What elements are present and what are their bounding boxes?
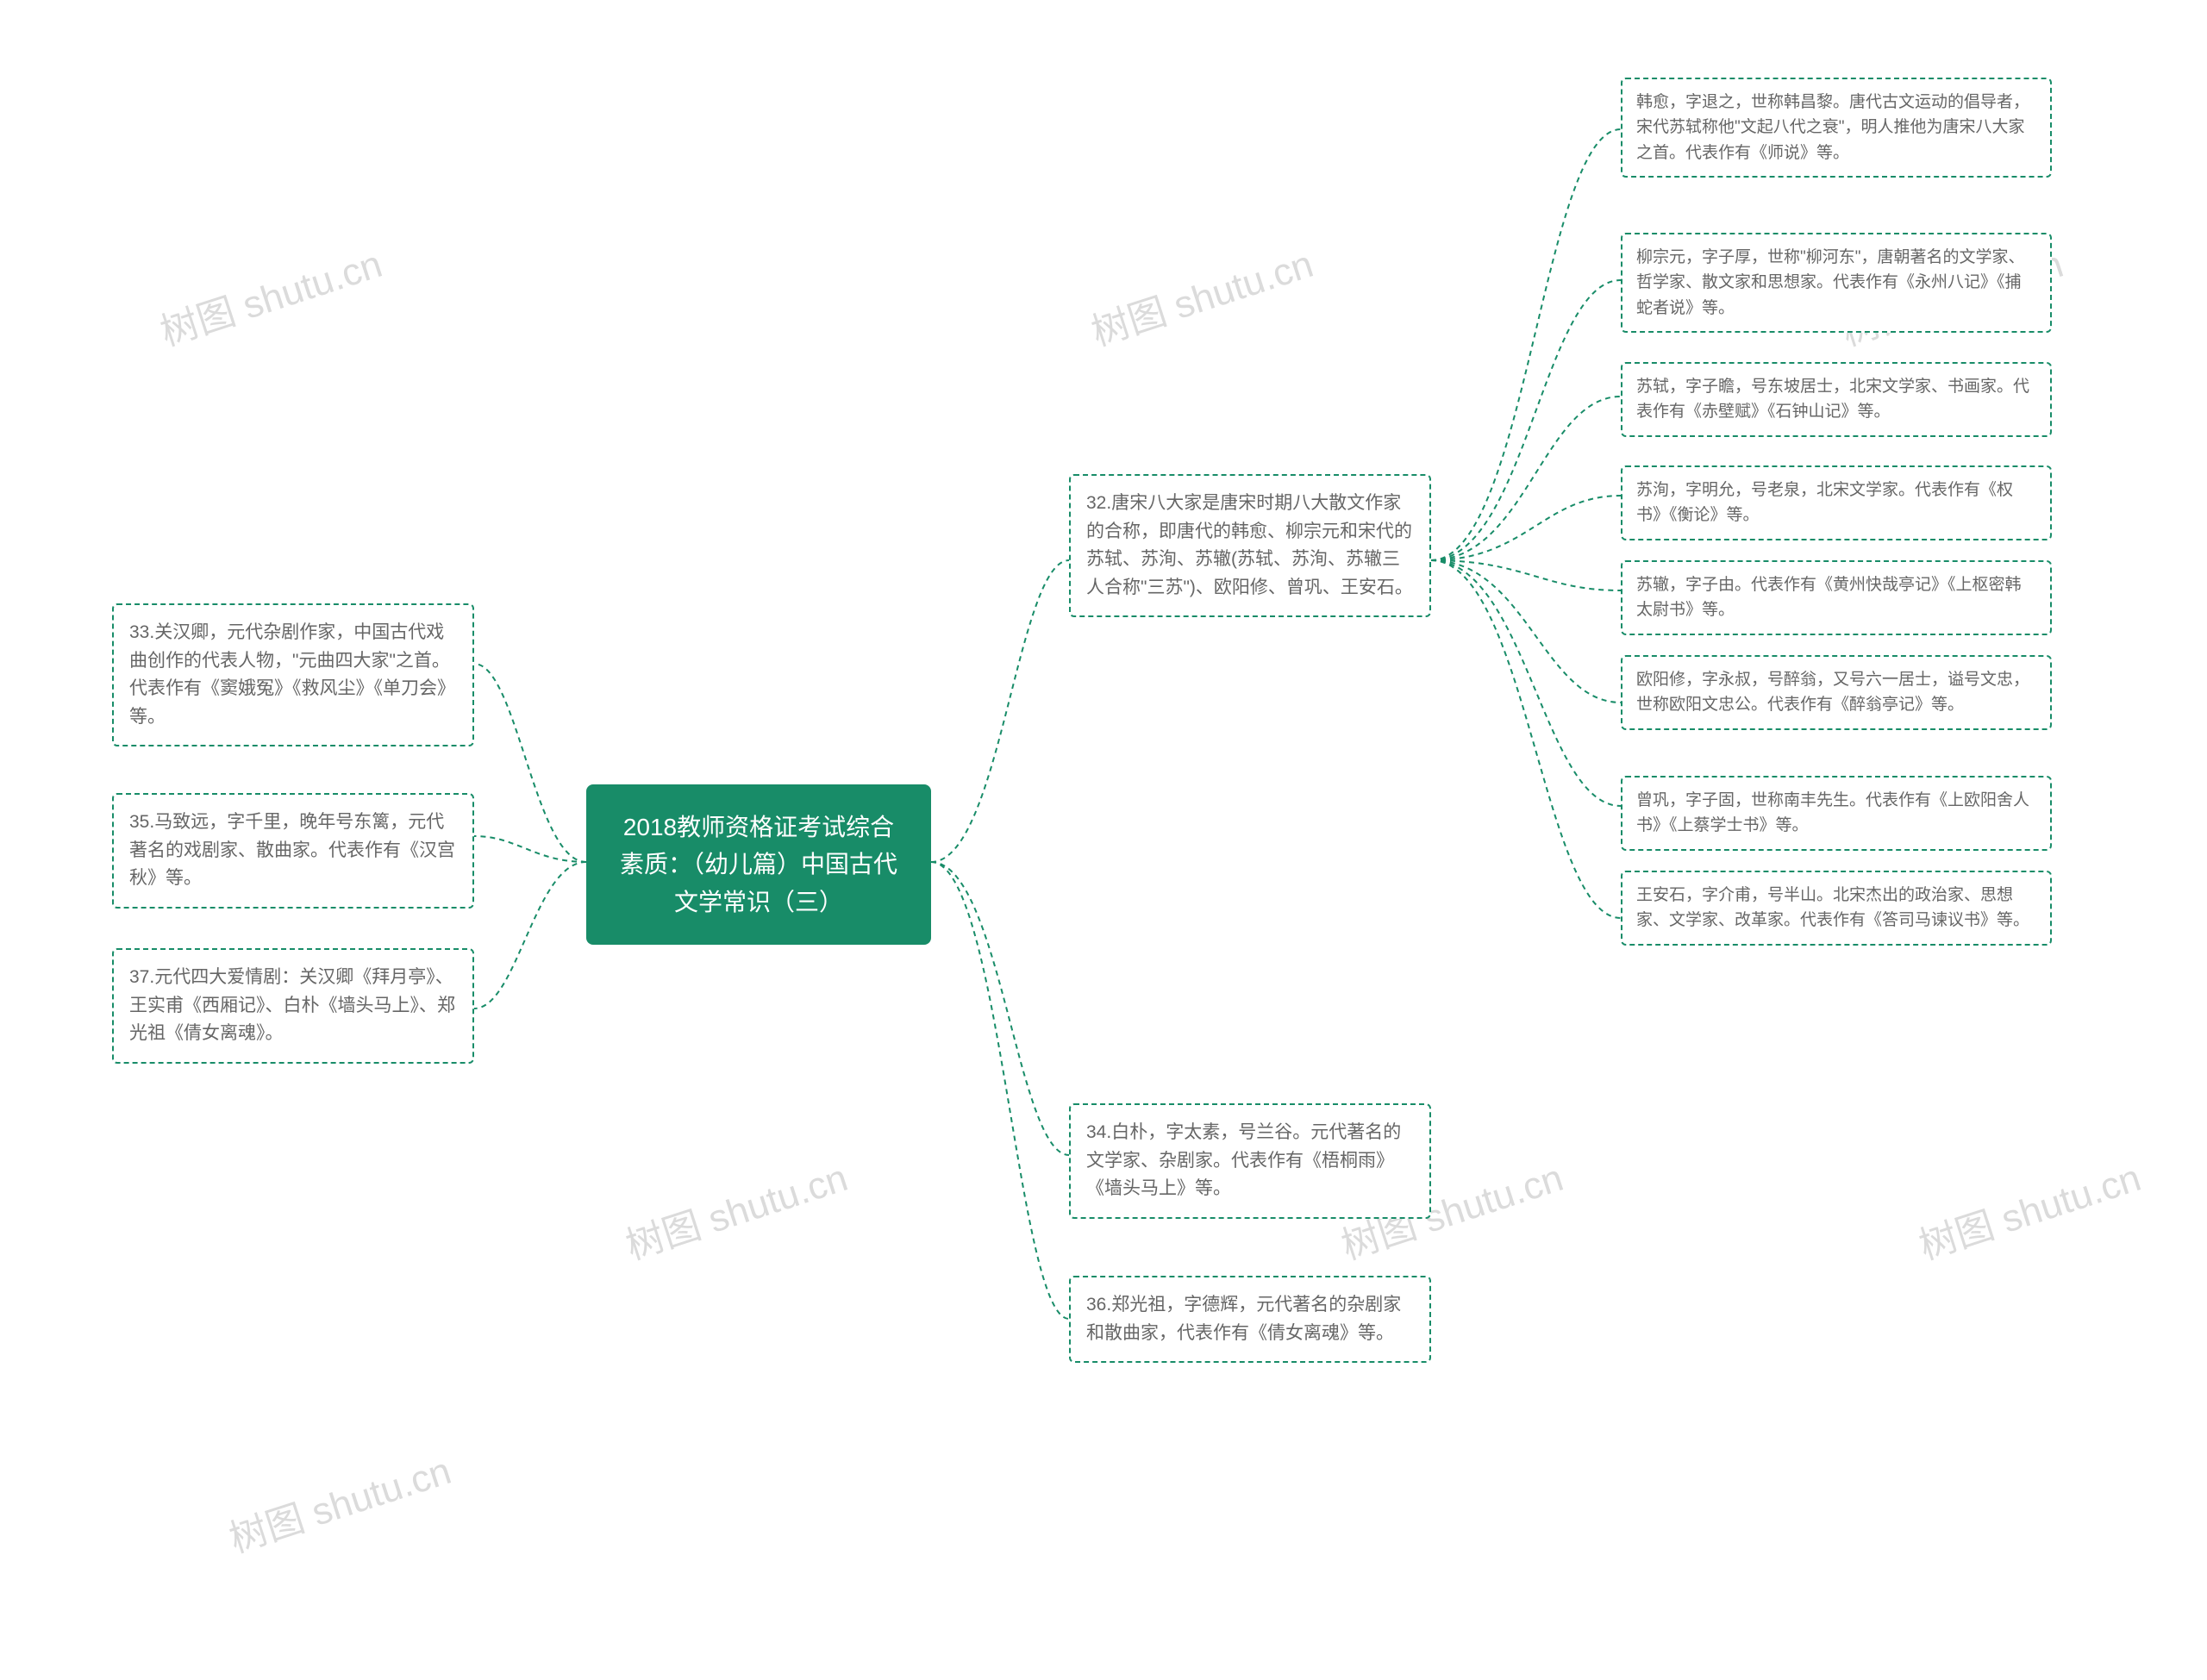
node-text: 柳宗元，字子厚，世称"柳河东"，唐朝著名的文学家、哲学家、散文家和思想家。代表作… xyxy=(1636,248,2025,317)
watermark: 树图 shutu.cn xyxy=(153,233,388,356)
watermark: 树图 shutu.cn xyxy=(1911,1146,2147,1270)
node-text: 32.唐宋八大家是唐宋时期八大散文作家的合称，即唐代的韩愈、柳宗元和宋代的苏轼、… xyxy=(1086,493,1413,597)
node-36[interactable]: 36.郑光祖，字德辉，元代著名的杂剧家和散曲家，代表作有《倩女离魂》等。 xyxy=(1069,1276,1431,1363)
node-32-child-hanyu[interactable]: 韩愈，字退之，世称韩昌黎。唐代古文运动的倡导者，宋代苏轼称他"文起八代之衰"，明… xyxy=(1621,78,2052,178)
node-32-child-liuzongyuan[interactable]: 柳宗元，字子厚，世称"柳河东"，唐朝著名的文学家、哲学家、散文家和思想家。代表作… xyxy=(1621,233,2052,333)
node-text: 35.马致远，字千里，晚年号东篱，元代著名的戏剧家、散曲家。代表作有《汉宫秋》等… xyxy=(129,812,455,888)
node-32-child-sushi[interactable]: 苏轼，字子瞻，号东坡居士，北宋文学家、书画家。代表作有《赤壁赋》《石钟山记》等。 xyxy=(1621,362,2052,437)
root-node[interactable]: 2018教师资格证考试综合素质：（幼儿篇）中国古代文学常识（三） xyxy=(586,784,931,945)
node-34[interactable]: 34.白朴，字太素，号兰谷。元代著名的文学家、杂剧家。代表作有《梧桐雨》《墙头马… xyxy=(1069,1103,1431,1219)
node-32-child-zenggong[interactable]: 曾巩，字子固，世称南丰先生。代表作有《上欧阳舍人书》《上蔡学士书》等。 xyxy=(1621,776,2052,851)
node-35[interactable]: 35.马致远，字千里，晚年号东篱，元代著名的戏剧家、散曲家。代表作有《汉宫秋》等… xyxy=(112,793,474,909)
node-33[interactable]: 33.关汉卿，元代杂剧作家，中国古代戏曲创作的代表人物，"元曲四大家"之首。代表… xyxy=(112,603,474,746)
node-32-child-suxun[interactable]: 苏洵，字明允，号老泉，北宋文学家。代表作有《权书》《衡论》等。 xyxy=(1621,465,2052,540)
node-37[interactable]: 37.元代四大爱情剧：关汉卿《拜月亭》、王实甫《西厢记》、白朴《墙头马上》、郑光… xyxy=(112,948,474,1064)
watermark: 树图 shutu.cn xyxy=(618,1146,853,1270)
node-text: 34.白朴，字太素，号兰谷。元代著名的文学家、杂剧家。代表作有《梧桐雨》《墙头马… xyxy=(1086,1122,1401,1198)
node-text: 王安石，字介甫，号半山。北宋杰出的政治家、思想家、文学家、改革家。代表作有《答司… xyxy=(1636,886,2029,929)
node-text: 36.郑光祖，字德辉，元代著名的杂剧家和散曲家，代表作有《倩女离魂》等。 xyxy=(1086,1295,1401,1343)
watermark: 树图 shutu.cn xyxy=(222,1440,457,1563)
node-text: 37.元代四大爱情剧：关汉卿《拜月亭》、王实甫《西厢记》、白朴《墙头马上》、郑光… xyxy=(129,967,455,1043)
mindmap-canvas: 树图 shutu.cn 树图 shutu.cn 树图 shutu.cn 树图 s… xyxy=(0,0,2207,1680)
node-text: 曾巩，字子固，世称南丰先生。代表作有《上欧阳舍人书》《上蔡学士书》等。 xyxy=(1636,791,2029,834)
root-text: 2018教师资格证考试综合素质：（幼儿篇）中国古代文学常识（三） xyxy=(620,814,897,915)
node-text: 欧阳修，字永叔，号醉翁，又号六一居士，谥号文忠，世称欧阳文忠公。代表作有《醉翁亭… xyxy=(1636,671,2029,714)
node-32-child-suzhe[interactable]: 苏辙，字子由。代表作有《黄州快哉亭记》《上枢密韩太尉书》等。 xyxy=(1621,560,2052,635)
node-text: 苏洵，字明允，号老泉，北宋文学家。代表作有《权书》《衡论》等。 xyxy=(1636,481,2013,524)
node-32-child-ouyangxiu[interactable]: 欧阳修，字永叔，号醉翁，又号六一居士，谥号文忠，世称欧阳文忠公。代表作有《醉翁亭… xyxy=(1621,655,2052,730)
node-text: 韩愈，字退之，世称韩昌黎。唐代古文运动的倡导者，宋代苏轼称他"文起八代之衰"，明… xyxy=(1636,93,2029,162)
node-text: 苏轼，字子瞻，号东坡居士，北宋文学家、书画家。代表作有《赤壁赋》《石钟山记》等。 xyxy=(1636,378,2029,421)
watermark: 树图 shutu.cn xyxy=(1084,233,1319,356)
node-32[interactable]: 32.唐宋八大家是唐宋时期八大散文作家的合称，即唐代的韩愈、柳宗元和宋代的苏轼、… xyxy=(1069,474,1431,617)
node-text: 33.关汉卿，元代杂剧作家，中国古代戏曲创作的代表人物，"元曲四大家"之首。代表… xyxy=(129,622,455,727)
node-text: 苏辙，字子由。代表作有《黄州快哉亭记》《上枢密韩太尉书》等。 xyxy=(1636,576,2022,619)
node-32-child-wanganshi[interactable]: 王安石，字介甫，号半山。北宋杰出的政治家、思想家、文学家、改革家。代表作有《答司… xyxy=(1621,871,2052,946)
